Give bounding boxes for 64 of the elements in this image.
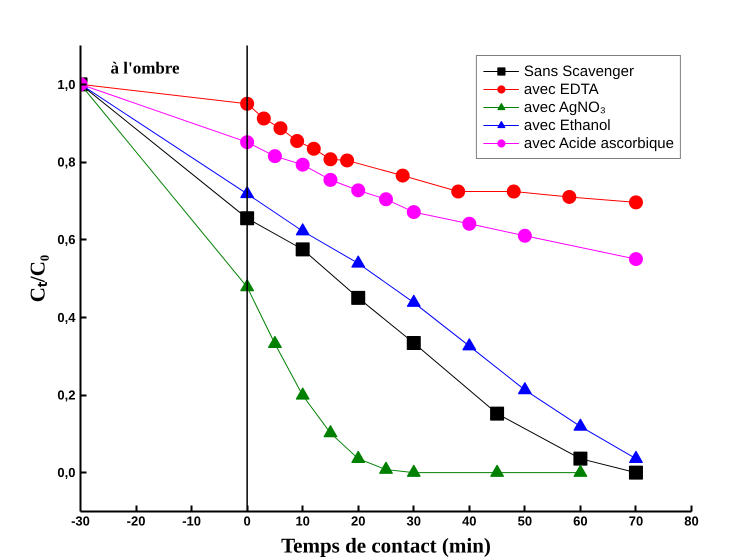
point <box>406 336 421 350</box>
point <box>296 387 310 400</box>
point <box>323 172 338 187</box>
point <box>268 149 282 164</box>
point <box>268 336 282 348</box>
point <box>323 425 338 438</box>
y-tick-label: 0,6 <box>57 232 76 248</box>
x-tick-label: 60 <box>573 514 588 528</box>
x-tick-label: -30 <box>71 514 90 528</box>
y-tick-label: 0,4 <box>57 310 76 325</box>
point <box>406 205 421 220</box>
point <box>573 418 588 431</box>
point <box>573 464 588 477</box>
x-tick-label: -20 <box>126 514 146 528</box>
y-axis-title: Cₜ/C₀ <box>25 254 50 302</box>
point <box>256 112 271 126</box>
point <box>296 242 310 256</box>
point <box>306 142 321 156</box>
point <box>273 121 288 136</box>
point <box>518 228 532 243</box>
annotation: à l'ombre <box>110 58 180 78</box>
point <box>490 464 504 477</box>
point <box>351 450 366 463</box>
x-tick-label: 20 <box>350 514 366 528</box>
point <box>379 192 393 206</box>
legend-label: avec Ethanol <box>524 116 611 134</box>
point <box>628 252 643 266</box>
x-tick-label: 30 <box>406 514 422 528</box>
point <box>379 462 393 474</box>
point <box>628 195 643 210</box>
y-tick-label: 1,0 <box>57 76 76 92</box>
x-tick-label: 10 <box>295 514 310 528</box>
y-tick-label: 0,0 <box>57 465 76 480</box>
x-tick-label: 40 <box>462 514 477 528</box>
point <box>340 153 354 168</box>
y-tick-label: 0,2 <box>57 388 76 402</box>
legend-label: Sans Scavenger <box>524 62 634 80</box>
x-tick-label: 50 <box>518 514 532 528</box>
point <box>406 294 421 307</box>
point <box>296 158 310 172</box>
y-tick-label: 0,8 <box>57 154 76 170</box>
point <box>396 168 410 183</box>
point <box>296 223 310 236</box>
point <box>351 183 366 198</box>
x-tick-label: 70 <box>628 514 644 528</box>
x-axis-title: Temps de contact (min) <box>281 534 491 558</box>
legend-label: avec EDTA <box>524 80 599 98</box>
point <box>628 450 643 463</box>
x-tick-label: 80 <box>684 514 699 528</box>
x-tick-label: 0 <box>244 514 251 528</box>
point <box>351 290 366 305</box>
point <box>451 184 466 198</box>
point <box>562 190 576 204</box>
point <box>518 382 532 394</box>
point <box>506 184 521 198</box>
point <box>462 338 476 350</box>
point <box>351 255 366 268</box>
legend-label: avec AgNO₃ <box>524 98 606 116</box>
point <box>290 134 304 148</box>
legend-label: avec Acide ascorbique <box>524 134 674 152</box>
point <box>462 216 476 231</box>
x-tick-label: -10 <box>182 514 201 528</box>
point <box>323 152 338 166</box>
point <box>406 464 421 477</box>
